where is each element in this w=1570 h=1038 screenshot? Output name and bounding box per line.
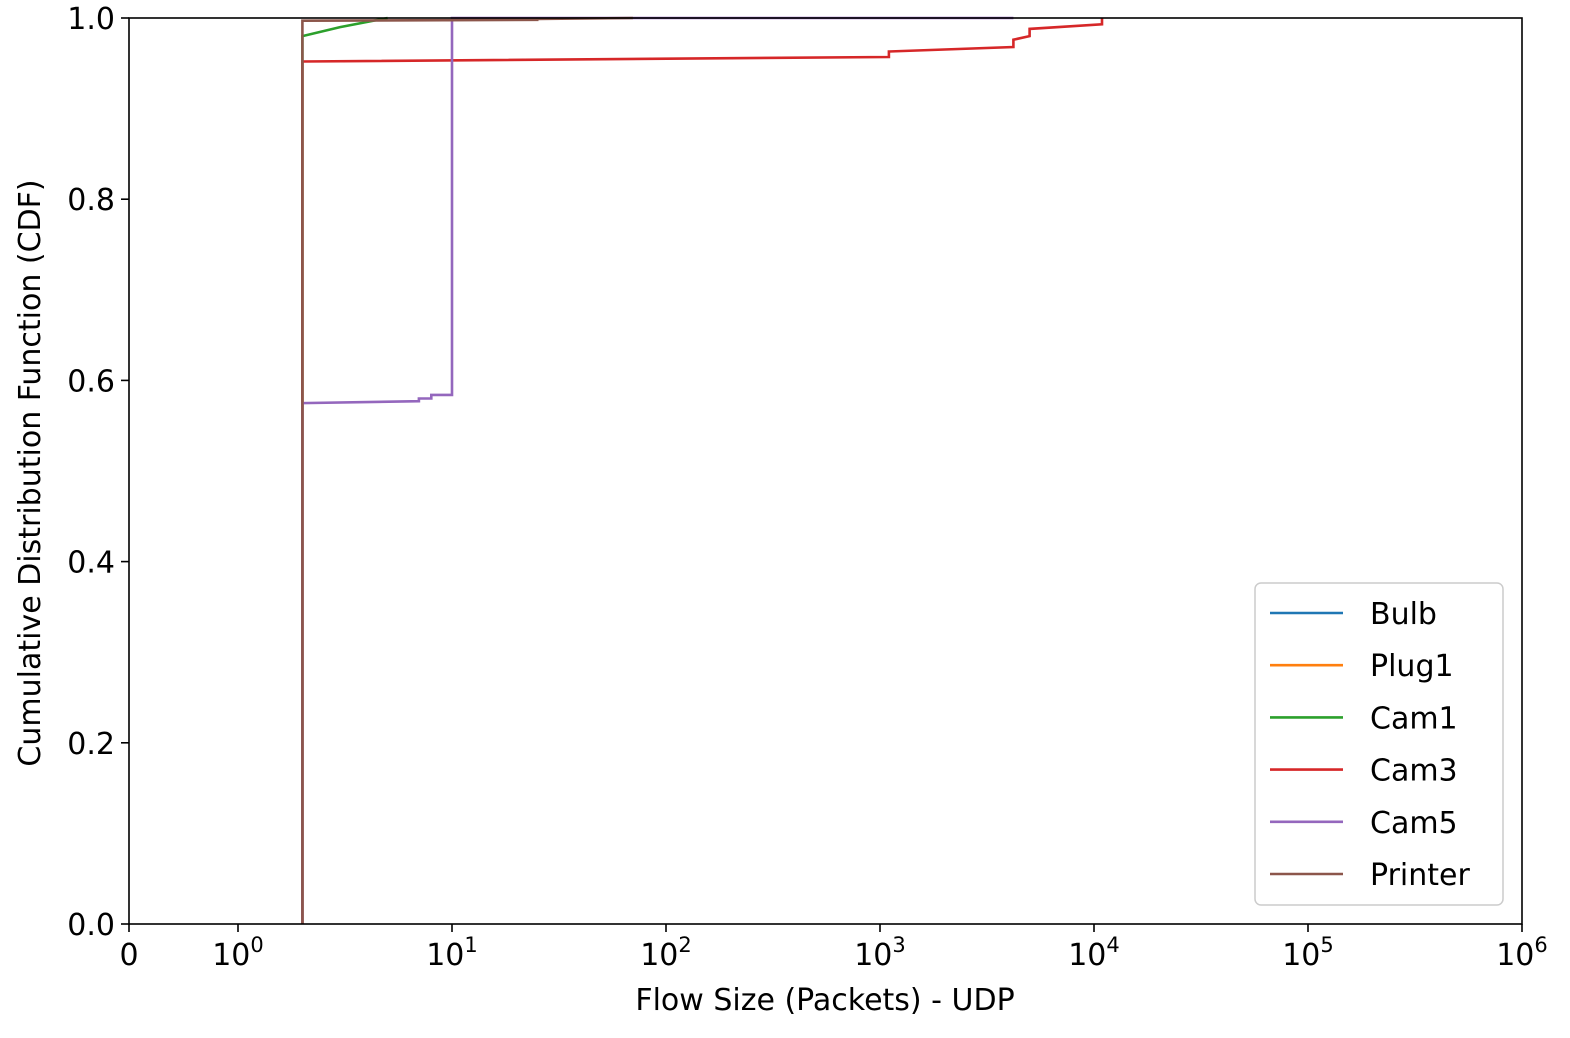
legend-label: Cam3: [1370, 754, 1458, 789]
x-tick-label: 102: [640, 933, 692, 973]
x-tick-exponent: 6: [1534, 933, 1547, 957]
x-tick-label: 101: [426, 933, 478, 973]
x-tick-label: 104: [1068, 933, 1120, 973]
x-axis-ticks: 0 100 101 102 103 104 105 106: [119, 924, 1548, 973]
series-line-printer: [301, 16, 633, 924]
series-layer: [301, 16, 1104, 924]
y-tick-label: 0.4: [67, 546, 115, 581]
legend-label: Bulb: [1370, 597, 1437, 632]
legend: Bulb Plug1 Cam1 Cam3 Cam5 Printer: [1254, 582, 1504, 906]
x-tick-exponent: 3: [892, 933, 905, 957]
y-tick-label: 1.0: [67, 2, 115, 37]
x-tick-exponent: 2: [678, 933, 691, 957]
series-line-cam1: [301, 16, 388, 924]
y-tick-label: 0.6: [67, 364, 115, 399]
x-tick-label: 100: [212, 933, 264, 973]
x-tick-exponent: 0: [250, 933, 263, 957]
x-axis-label: Flow Size (Packets) - UDP: [635, 983, 1014, 1018]
legend-label: Cam1: [1370, 701, 1458, 736]
legend-items: Bulb Plug1 Cam1 Cam3 Cam5 Printer: [1270, 597, 1470, 893]
x-tick-label: 106: [1496, 933, 1548, 973]
legend-label: Printer: [1370, 858, 1470, 893]
x-tick-exponent: 4: [1106, 933, 1119, 957]
y-axis-ticks: 0.0 0.2 0.4 0.6 0.8 1.0: [67, 2, 129, 943]
y-tick-label: 0.8: [67, 183, 115, 218]
x-tick-exponent: 5: [1320, 933, 1333, 957]
x-tick-exponent: 1: [464, 933, 477, 957]
series-line-cam3: [301, 18, 1104, 924]
x-tick-label: 0: [119, 938, 138, 973]
x-tick-label: 105: [1282, 933, 1334, 973]
y-axis-label: Cumulative Distribution Function (CDF): [13, 179, 48, 766]
series-line-cam5: [301, 16, 1014, 924]
legend-box: [1254, 582, 1504, 906]
legend-label: Plug1: [1370, 649, 1454, 684]
y-tick-label: 0.2: [67, 727, 115, 762]
plot-frame: [128, 17, 1523, 925]
y-tick-label: 0.0: [67, 908, 115, 943]
x-tick-label: 103: [854, 933, 906, 973]
legend-label: Cam5: [1370, 806, 1458, 841]
